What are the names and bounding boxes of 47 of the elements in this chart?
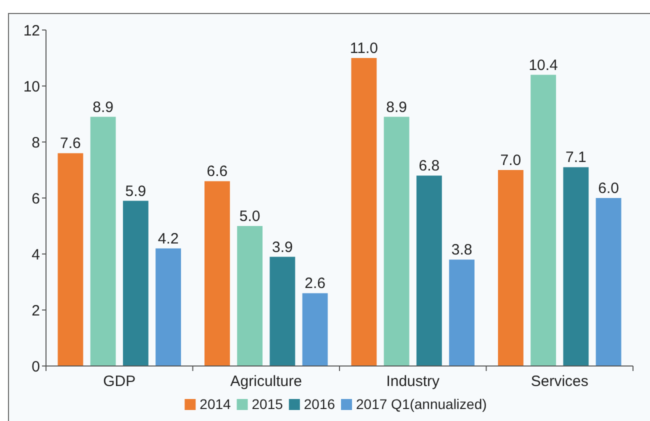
bar: [596, 198, 622, 366]
y-tick-label: 6: [32, 190, 40, 208]
bar: [351, 58, 377, 366]
y-tick-label: 10: [23, 78, 40, 96]
x-tick-label: Industry: [386, 373, 440, 390]
bar: [530, 74, 556, 366]
bar: [204, 181, 230, 366]
y-tick-label: 2: [32, 302, 40, 320]
bar: [237, 226, 263, 366]
legend-label: 2016: [304, 396, 336, 412]
legend-label: 2015: [252, 396, 284, 412]
bar: [122, 200, 148, 366]
bar: [302, 293, 328, 366]
data-label: 3.8: [451, 242, 472, 259]
data-label: 8.9: [386, 98, 407, 116]
data-label: 6.0: [598, 180, 619, 197]
data-label: 5.9: [125, 182, 146, 200]
x-tick-label: Services: [530, 373, 588, 390]
data-label: 7.1: [566, 149, 586, 166]
bar: [58, 153, 84, 366]
y-tick-label: 4: [32, 246, 40, 264]
data-label: 10.4: [528, 56, 558, 74]
data-label: 7.0: [500, 152, 522, 169]
data-label: 6.8: [418, 158, 440, 175]
data-label: 4.2: [158, 230, 179, 248]
data-label: 3.9: [272, 238, 293, 256]
data-label: 11.0: [350, 40, 378, 57]
y-tick-label: 8: [32, 134, 40, 152]
data-label: 2.6: [304, 275, 326, 292]
x-tick-label: Agriculture: [230, 373, 302, 390]
bar: [156, 248, 182, 366]
bar: [270, 256, 296, 366]
data-label: 6.6: [206, 163, 228, 180]
data-label: 8.9: [92, 98, 114, 116]
bar: [90, 116, 116, 366]
data-label: 5.0: [239, 208, 260, 225]
data-label: 7.6: [60, 135, 81, 152]
bar: [384, 116, 410, 366]
bar: [449, 260, 475, 366]
y-tick-label: 12: [23, 22, 40, 40]
bar: [563, 167, 589, 366]
bar: [416, 176, 442, 366]
x-tick-label: GDP: [103, 373, 136, 390]
legend-label: 2014: [200, 396, 232, 412]
y-tick-label: 0: [32, 358, 40, 376]
bar: [498, 170, 524, 366]
legend-label: 2017 Q1(annualized): [356, 396, 487, 412]
